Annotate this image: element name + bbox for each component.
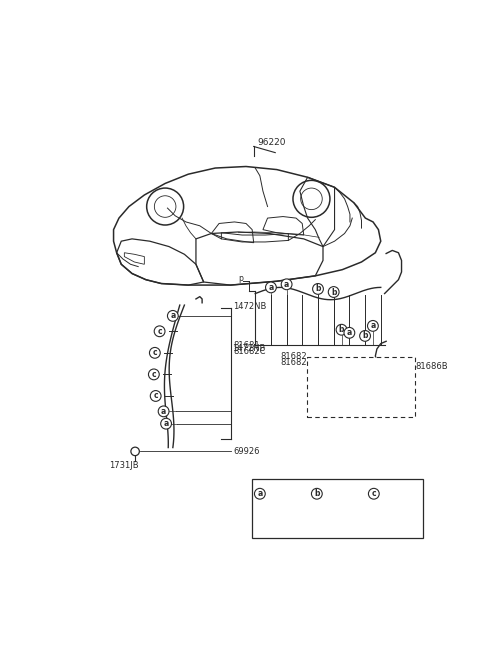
- Circle shape: [360, 331, 371, 341]
- Text: a: a: [347, 328, 352, 337]
- Text: 81681: 81681: [233, 340, 260, 350]
- Circle shape: [148, 369, 159, 380]
- Text: 1731JB: 1731JB: [109, 461, 138, 470]
- Circle shape: [158, 406, 169, 417]
- Text: 1472NB: 1472NB: [233, 302, 266, 311]
- Text: 81682C: 81682C: [233, 347, 265, 356]
- Circle shape: [312, 283, 324, 295]
- Circle shape: [368, 321, 378, 331]
- Text: b: b: [339, 325, 344, 335]
- Text: c: c: [152, 370, 156, 379]
- Text: 96220: 96220: [258, 138, 286, 147]
- Text: b: b: [362, 331, 368, 340]
- Text: a: a: [170, 312, 176, 320]
- Text: 0K2A1: 0K2A1: [268, 489, 298, 499]
- Text: a: a: [268, 283, 274, 292]
- Circle shape: [369, 488, 379, 499]
- Bar: [391, 518, 396, 525]
- Text: a: a: [164, 419, 169, 428]
- Circle shape: [254, 488, 265, 499]
- Text: p: p: [238, 274, 243, 283]
- Circle shape: [154, 326, 165, 337]
- Text: a: a: [161, 407, 166, 416]
- Text: 81682Z: 81682Z: [280, 358, 313, 367]
- Text: c: c: [153, 348, 157, 358]
- Circle shape: [161, 419, 171, 429]
- Text: 81682: 81682: [280, 352, 307, 361]
- Text: (W/O SUNROOF): (W/O SUNROOF): [326, 363, 395, 372]
- Circle shape: [150, 390, 161, 401]
- Circle shape: [281, 279, 292, 290]
- Text: b: b: [331, 287, 336, 297]
- Circle shape: [149, 348, 160, 358]
- Text: 69926: 69926: [233, 447, 259, 456]
- Text: 81686B: 81686B: [415, 362, 448, 371]
- Circle shape: [328, 287, 339, 297]
- Text: b: b: [315, 285, 321, 293]
- Circle shape: [265, 282, 276, 293]
- Circle shape: [312, 488, 322, 499]
- Circle shape: [336, 324, 347, 335]
- Bar: [252, 479, 423, 538]
- Text: c: c: [157, 327, 162, 336]
- Text: 17992: 17992: [325, 489, 354, 499]
- Circle shape: [344, 327, 355, 338]
- Text: a: a: [284, 280, 289, 289]
- Text: 1472NB: 1472NB: [232, 344, 265, 354]
- Bar: [388, 516, 402, 529]
- Text: c: c: [154, 392, 158, 400]
- Text: 84145B: 84145B: [345, 402, 377, 411]
- Text: a: a: [370, 321, 375, 331]
- Text: c: c: [372, 489, 376, 499]
- FancyBboxPatch shape: [307, 358, 415, 417]
- Text: 81634A: 81634A: [382, 489, 417, 499]
- Text: b: b: [314, 489, 320, 499]
- Text: a: a: [257, 489, 263, 499]
- Circle shape: [168, 310, 178, 321]
